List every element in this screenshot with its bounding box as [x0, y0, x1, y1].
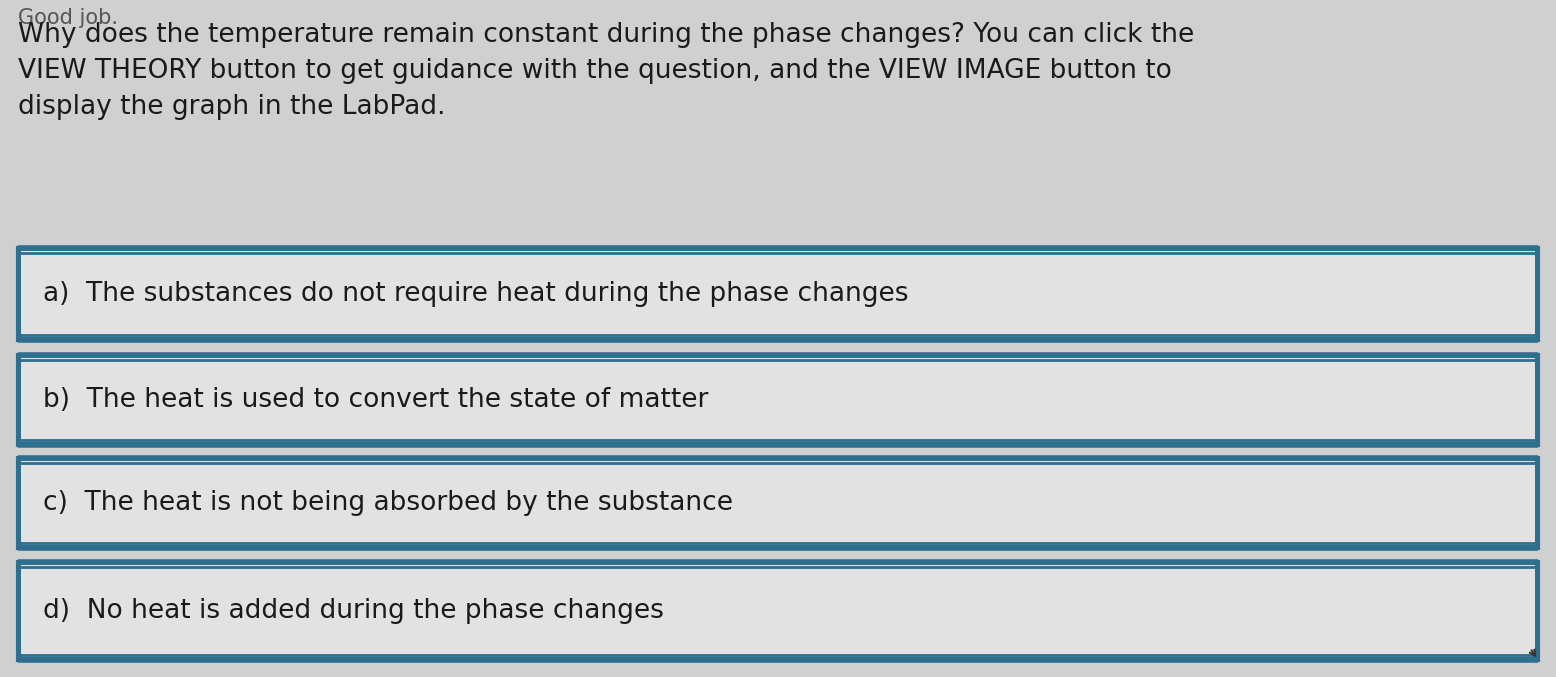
- FancyBboxPatch shape: [20, 565, 1536, 657]
- FancyBboxPatch shape: [19, 355, 1537, 445]
- FancyBboxPatch shape: [19, 562, 1537, 660]
- Text: a)  The substances do not require heat during the phase changes: a) The substances do not require heat du…: [44, 281, 909, 307]
- Text: d)  No heat is added during the phase changes: d) No heat is added during the phase cha…: [44, 598, 664, 624]
- Text: c)  The heat is not being absorbed by the substance: c) The heat is not being absorbed by the…: [44, 490, 733, 516]
- FancyBboxPatch shape: [19, 248, 1537, 340]
- FancyBboxPatch shape: [20, 461, 1536, 545]
- FancyBboxPatch shape: [20, 251, 1536, 337]
- Text: Good job.: Good job.: [19, 8, 118, 28]
- FancyBboxPatch shape: [19, 458, 1537, 548]
- FancyBboxPatch shape: [20, 358, 1536, 442]
- Text: b)  The heat is used to convert the state of matter: b) The heat is used to convert the state…: [44, 387, 708, 413]
- Text: Why does the temperature remain constant during the phase changes? You can click: Why does the temperature remain constant…: [19, 22, 1195, 120]
